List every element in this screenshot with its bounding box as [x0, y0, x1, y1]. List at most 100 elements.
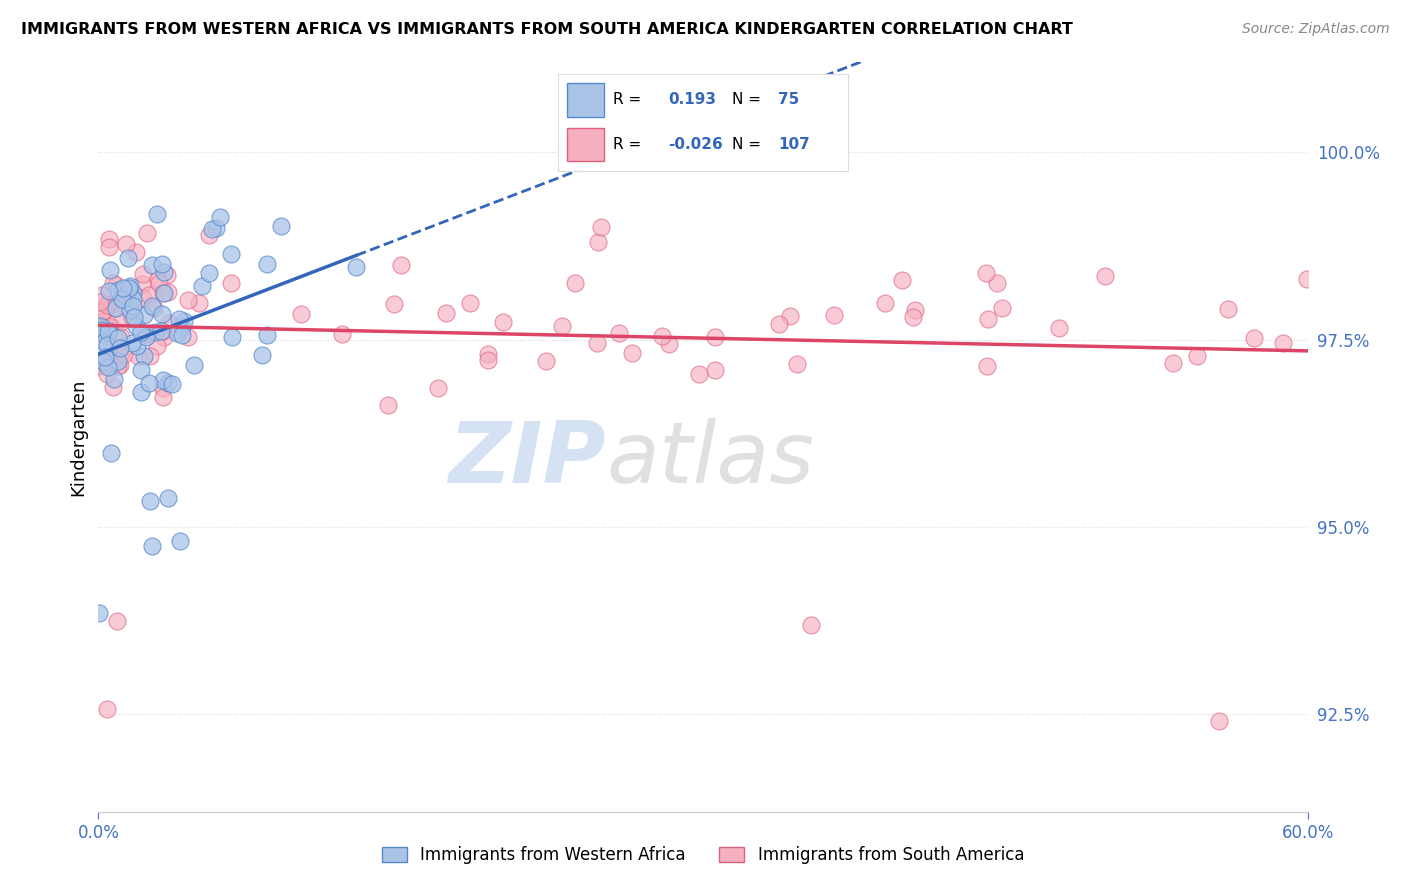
Point — [157, 285, 180, 299]
Point — [205, 220, 228, 235]
Point — [108, 348, 131, 362]
Point — [1218, 301, 1240, 316]
Point — [110, 341, 132, 355]
Point — [98, 319, 121, 334]
Point — [166, 326, 188, 340]
Point — [177, 293, 200, 307]
Point — [146, 206, 169, 220]
Point — [100, 445, 122, 459]
Point — [121, 335, 143, 350]
Y-axis label: Kindergarten: Kindergarten — [69, 378, 87, 496]
Point — [96, 367, 118, 381]
Point — [125, 318, 148, 333]
Point — [620, 346, 643, 360]
Point — [121, 310, 143, 325]
Point — [122, 310, 145, 324]
Point — [97, 324, 120, 338]
Point — [89, 320, 111, 334]
Point — [89, 314, 111, 328]
Point — [153, 265, 176, 279]
Point — [122, 299, 145, 313]
Point — [93, 335, 115, 350]
Point — [141, 299, 163, 313]
Point — [138, 288, 160, 302]
Point — [564, 277, 586, 291]
Point — [434, 306, 457, 320]
Point — [141, 540, 163, 554]
Point — [1208, 714, 1230, 728]
Point — [139, 349, 162, 363]
Point — [97, 240, 120, 254]
Point — [1094, 269, 1116, 284]
Point — [658, 336, 681, 351]
Point — [89, 606, 111, 620]
Point — [132, 291, 155, 305]
Point — [704, 330, 727, 344]
Point — [477, 347, 499, 361]
Point — [129, 385, 152, 400]
Point — [150, 257, 173, 271]
Point — [96, 338, 118, 352]
Point — [97, 360, 120, 375]
Point — [134, 349, 156, 363]
Point — [103, 301, 125, 316]
Point — [986, 276, 1008, 290]
Point — [170, 320, 193, 334]
Point — [139, 326, 162, 341]
Point — [157, 316, 180, 330]
Point — [107, 331, 129, 345]
Point — [96, 702, 118, 716]
Point — [252, 348, 274, 362]
Point — [135, 330, 157, 344]
Point — [198, 266, 221, 280]
Point — [107, 283, 129, 297]
Point — [779, 309, 801, 323]
Point — [1243, 331, 1265, 345]
Point — [1271, 336, 1294, 351]
Point — [134, 326, 156, 341]
Point — [93, 353, 115, 368]
Point — [148, 276, 170, 290]
Point — [146, 271, 169, 285]
Text: ZIP: ZIP — [449, 418, 606, 501]
Point — [96, 328, 118, 343]
Point — [103, 371, 125, 385]
Point — [221, 330, 243, 344]
Point — [427, 381, 450, 395]
Point — [101, 380, 124, 394]
Point — [143, 326, 166, 340]
Point — [110, 330, 132, 344]
Point — [152, 285, 174, 300]
Point — [152, 390, 174, 404]
Point — [607, 326, 630, 340]
Point — [98, 298, 121, 312]
Point — [786, 357, 808, 371]
Point — [875, 296, 897, 310]
Point — [110, 315, 132, 329]
Point — [153, 286, 176, 301]
Point — [209, 210, 232, 224]
Point — [823, 308, 845, 322]
Point — [492, 315, 515, 329]
Point — [131, 267, 153, 281]
Point — [290, 307, 312, 321]
Point — [105, 614, 128, 628]
Point — [1296, 272, 1319, 286]
Point — [173, 314, 195, 328]
Point — [172, 328, 194, 343]
Point — [97, 284, 120, 298]
Point — [156, 268, 179, 282]
Point — [183, 358, 205, 372]
Point — [94, 303, 117, 318]
Point — [107, 354, 129, 368]
Point — [152, 380, 174, 394]
Point — [389, 258, 412, 272]
Point — [382, 297, 405, 311]
Point — [108, 358, 131, 372]
Point — [98, 262, 121, 277]
Text: Source: ZipAtlas.com: Source: ZipAtlas.com — [1241, 22, 1389, 37]
Point — [93, 328, 115, 343]
Point — [270, 219, 292, 233]
Point — [160, 376, 183, 391]
Point — [105, 301, 128, 316]
